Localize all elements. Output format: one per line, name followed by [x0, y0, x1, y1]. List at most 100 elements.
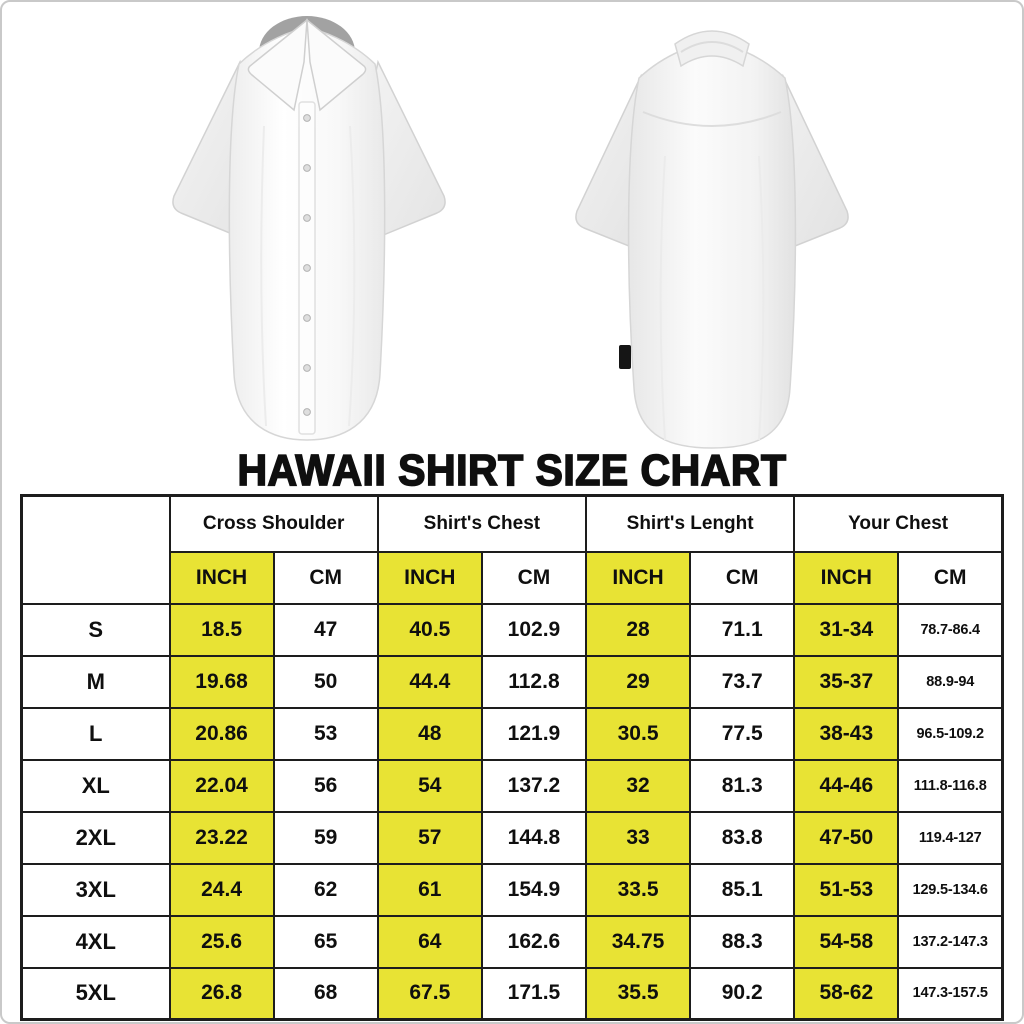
- size-label-cell: L: [20, 706, 171, 761]
- measurement-cell: 33.5: [584, 862, 692, 917]
- measurement-cell: 144.8: [480, 810, 588, 865]
- table-row: XL 22.04 56 54 137.2 32 81.3 44-46 111.8-116.8: [20, 758, 1004, 813]
- size-label-cell: 2XL: [20, 810, 171, 865]
- measurement-cell: 33: [584, 810, 692, 865]
- measurement-cell: 96.5-109.2: [897, 706, 1004, 761]
- measurement-cell: 119.4-127: [897, 810, 1004, 865]
- unit-header-cell: INCH: [584, 550, 692, 605]
- group-header-your-chest: Your Chest: [793, 494, 1004, 553]
- units-header-row: INCH CM INCH CM INCH CM INCH CM: [22, 550, 1004, 605]
- unit-header-cell: INCH: [376, 550, 483, 605]
- measurement-cell: 67.5: [376, 966, 483, 1021]
- measurement-cell: 18.5: [168, 602, 275, 657]
- measurement-cell: 154.9: [480, 862, 588, 917]
- measurement-cell: 54-58: [793, 914, 900, 969]
- measurement-cell: 137.2: [480, 758, 588, 813]
- size-label-cell: 3XL: [20, 862, 171, 917]
- measurement-cell: 44.4: [376, 654, 483, 709]
- front-shirt-image: [144, 6, 474, 451]
- measurement-cell: 24.4: [168, 862, 275, 917]
- group-header-shirts-chest: Shirt's Chest: [376, 494, 588, 553]
- size-label-cell: 5XL: [20, 966, 171, 1021]
- measurement-cell: 38-43: [793, 706, 900, 761]
- measurement-cell: 147.3-157.5: [897, 966, 1004, 1021]
- measurement-cell: 90.2: [689, 966, 796, 1021]
- measurement-cell: 65: [272, 914, 379, 969]
- group-header-row: Cross Shoulder Shirt's Chest Shirt's Len…: [20, 494, 1004, 605]
- measurement-cell: 26.8: [168, 966, 275, 1021]
- measurement-cell: 81.3: [689, 758, 796, 813]
- measurement-cell: 88.9-94: [897, 654, 1004, 709]
- measurement-cell: 47: [272, 602, 379, 657]
- hem-tag: [619, 345, 631, 369]
- measurement-cell: 34.75: [584, 914, 692, 969]
- size-label-cell: XL: [20, 758, 171, 813]
- measurement-cell: 129.5-134.6: [897, 862, 1004, 917]
- size-label-cell: M: [20, 654, 171, 709]
- white-shirt-front-icon: [172, 16, 446, 441]
- measurement-cell: 28: [584, 602, 692, 657]
- measurement-cell: 85.1: [689, 862, 796, 917]
- measurement-cell: 35-37: [793, 654, 900, 709]
- measurement-cell: 78.7-86.4: [897, 602, 1004, 657]
- measurement-cell: 83.8: [689, 810, 796, 865]
- measurement-cell: 32: [584, 758, 692, 813]
- measurement-cell: 121.9: [480, 706, 588, 761]
- size-label-cell: S: [20, 602, 171, 657]
- measurement-cell: 47-50: [793, 810, 900, 865]
- measurement-cell: 58-62: [793, 966, 900, 1021]
- measurement-cell: 23.22: [168, 810, 275, 865]
- measurement-cell: 77.5: [689, 706, 796, 761]
- corner-cell: [20, 494, 171, 605]
- measurement-cell: 29: [584, 654, 692, 709]
- measurement-cell: 71.1: [689, 602, 796, 657]
- measurement-cell: 73.7: [689, 654, 796, 709]
- page-title: HAWAII SHIRT SIZE CHART: [237, 445, 787, 495]
- measurement-cell: 64: [376, 914, 483, 969]
- measurement-cell: 20.86: [168, 706, 275, 761]
- unit-header-cell: CM: [272, 550, 379, 605]
- back-shirt-image: [547, 16, 877, 457]
- measurement-cell: 31-34: [793, 602, 900, 657]
- measurement-cell: 112.8: [480, 654, 588, 709]
- group-header-cross-shoulder: Cross Shoulder: [168, 494, 379, 553]
- measurement-cell: 22.04: [168, 758, 275, 813]
- table-row: 4XL 25.6 65 64 162.6 34.75 88.3 54-58 137.2-147.…: [20, 914, 1004, 969]
- measurement-cell: 44-46: [793, 758, 900, 813]
- measurement-cell: 171.5: [480, 966, 588, 1021]
- unit-header-cell: INCH: [793, 550, 900, 605]
- table-row: 2XL 23.22 59 57 144.8 33 83.8 47-50 119.4-127: [20, 810, 1004, 865]
- measurement-cell: 162.6: [480, 914, 588, 969]
- measurement-cell: 137.2-147.3: [897, 914, 1004, 969]
- table-row: M 19.68 50 44.4 112.8 29 73.7 35-37 88.9-94: [20, 654, 1004, 709]
- measurement-cell: 25.6: [168, 914, 275, 969]
- measurement-cell: 57: [376, 810, 483, 865]
- table-row: L 20.86 53 48 121.9 30.5 77.5 38-43 96.5-109.2: [20, 706, 1004, 761]
- table-row: 3XL 24.4 62 61 154.9 33.5 85.1 51-53 129.5-134.6: [20, 862, 1004, 917]
- size-label-cell: 4XL: [20, 914, 171, 969]
- table-row: S 18.5 47 40.5 102.9 28 71.1 31-34 78.7-86.4: [20, 602, 1004, 657]
- measurement-cell: 48: [376, 706, 483, 761]
- measurement-cell: 68: [272, 966, 379, 1021]
- measurement-cell: 40.5: [376, 602, 483, 657]
- unit-header-cell: INCH: [168, 550, 275, 605]
- measurement-cell: 19.68: [168, 654, 275, 709]
- measurement-cell: 102.9: [480, 602, 588, 657]
- measurement-cell: 30.5: [584, 706, 692, 761]
- size-chart-table: Cross Shoulder Shirt's Chest Shirt's Len…: [20, 494, 1004, 1021]
- measurement-cell: 56: [272, 758, 379, 813]
- measurement-cell: 53: [272, 706, 379, 761]
- table-row: 5XL 26.8 68 67.5 171.5 35.5 90.2 58-62 147.3-157…: [20, 966, 1004, 1021]
- white-shirt-back-icon: [575, 30, 849, 449]
- unit-header-cell: CM: [480, 550, 588, 605]
- group-header-shirts-length: Shirt's Lenght: [584, 494, 796, 553]
- unit-header-cell: CM: [897, 550, 1004, 605]
- measurement-cell: 61: [376, 862, 483, 917]
- measurement-cell: 111.8-116.8: [897, 758, 1004, 813]
- measurement-cell: 59: [272, 810, 379, 865]
- size-rows: S 18.5 47 40.5 102.9 28 71.1 31-34 78.7-86.4 M 19.…: [20, 602, 1004, 1021]
- measurement-cell: 62: [272, 862, 379, 917]
- measurement-cell: 88.3: [689, 914, 796, 969]
- measurement-cell: 54: [376, 758, 483, 813]
